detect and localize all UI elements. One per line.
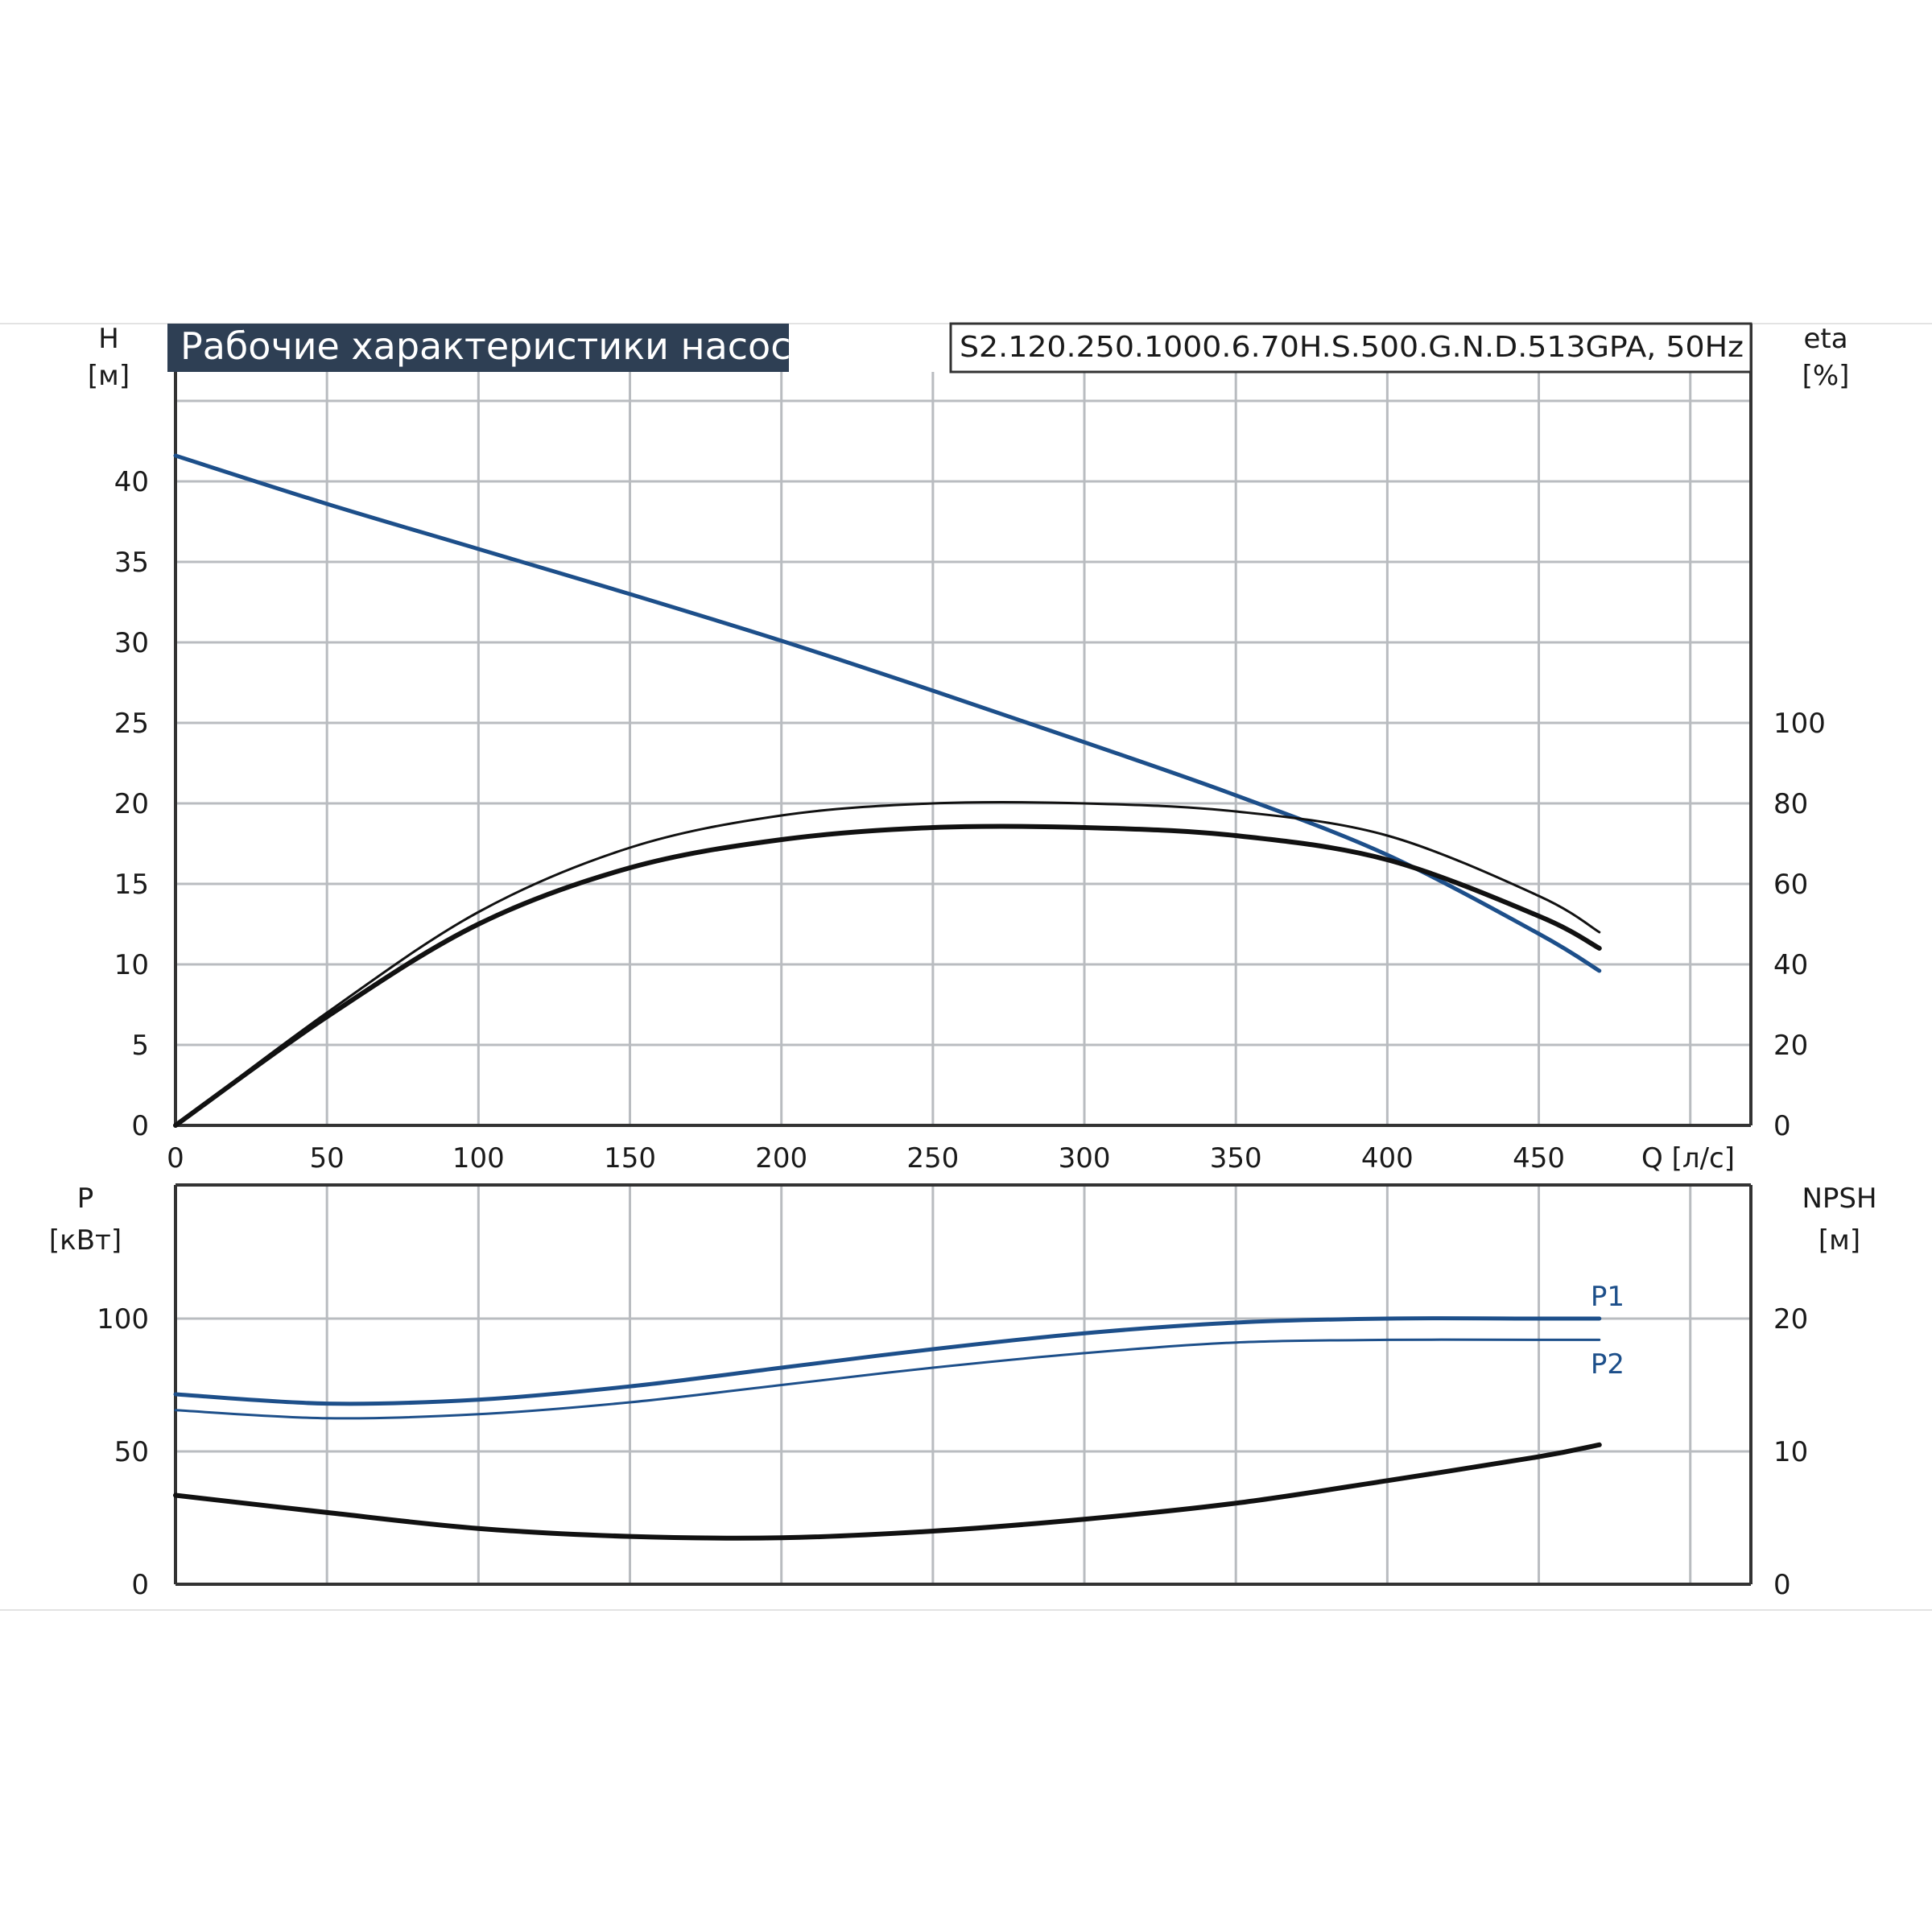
eta-tick-label: 20	[1773, 1030, 1808, 1062]
top-right-axis-unit: [%]	[1802, 360, 1850, 392]
eta-thin-curve	[174, 800, 1601, 1127]
h-tick-label: 10	[114, 949, 149, 981]
p-tick-label: 50	[114, 1436, 149, 1468]
eta-tick-label: 0	[1773, 1110, 1791, 1142]
eta-tick-label: 80	[1773, 788, 1808, 820]
p2-series-label: P2	[1591, 1348, 1624, 1381]
chart-title-box	[167, 324, 789, 372]
chart-title: Рабочие характеристики насоса	[180, 324, 814, 368]
h-tick-label: 40	[114, 466, 149, 498]
npsh-tick-label: 0	[1773, 1569, 1791, 1601]
head-curve	[173, 453, 1602, 973]
top-left-axis-label: H	[98, 323, 119, 355]
p-tick-label: 100	[97, 1303, 149, 1335]
bottom-right-axis-unit: [м]	[1818, 1224, 1860, 1257]
eta-tick-label: 100	[1773, 708, 1826, 740]
h-tick-label: 20	[114, 788, 149, 820]
npsh-tick-label: 20	[1773, 1303, 1808, 1335]
model-label: S2.120.250.1000.6.70H.S.500.G.N.D.513GPA…	[960, 331, 1744, 364]
h-tick-label: 25	[114, 708, 149, 740]
x-tick-label: 50	[310, 1142, 345, 1174]
top-panel-grid	[175, 372, 1751, 1125]
top-left-axis-unit: [м]	[88, 360, 130, 392]
x-tick-label: 200	[755, 1142, 807, 1174]
bottom-left-axis-label: P	[77, 1183, 94, 1215]
p-tick-label: 0	[131, 1569, 149, 1601]
h-tick-label: 5	[131, 1030, 149, 1062]
eta-tick-label: 40	[1773, 949, 1808, 981]
curves	[173, 453, 1602, 1541]
top-right-axis-label: eta	[1803, 323, 1847, 355]
tick-labels: 0 50 100 150 200 250 300 350 400 4500510152025303…	[97, 466, 1826, 1601]
npsh-tick-label: 10	[1773, 1436, 1808, 1468]
x-axis-label: Q [л/с]	[1641, 1142, 1735, 1174]
npsh-curve	[173, 1442, 1602, 1541]
eta-thick-curve	[173, 824, 1602, 1128]
eta-tick-label: 60	[1773, 869, 1808, 901]
x-tick-label: 100	[452, 1142, 505, 1174]
x-tick-label: 350	[1210, 1142, 1262, 1174]
bottom-left-axis-unit: [кВт]	[49, 1224, 122, 1257]
h-tick-label: 35	[114, 547, 149, 579]
x-tick-label: 400	[1361, 1142, 1414, 1174]
model-box	[949, 322, 1752, 374]
x-tick-label: 250	[906, 1142, 959, 1174]
h-tick-label: 30	[114, 627, 149, 659]
h-tick-label: 0	[131, 1110, 149, 1142]
h-tick-label: 15	[114, 869, 149, 901]
x-tick-label: 300	[1059, 1142, 1111, 1174]
bottom-right-axis-label: NPSH	[1802, 1183, 1876, 1215]
p2-curve	[174, 1338, 1601, 1420]
p1-series-label: P1	[1591, 1281, 1624, 1313]
x-tick-label: 0	[167, 1142, 184, 1174]
x-tick-label: 150	[604, 1142, 656, 1174]
x-tick-label: 450	[1513, 1142, 1565, 1174]
p1-curve	[173, 1316, 1602, 1406]
